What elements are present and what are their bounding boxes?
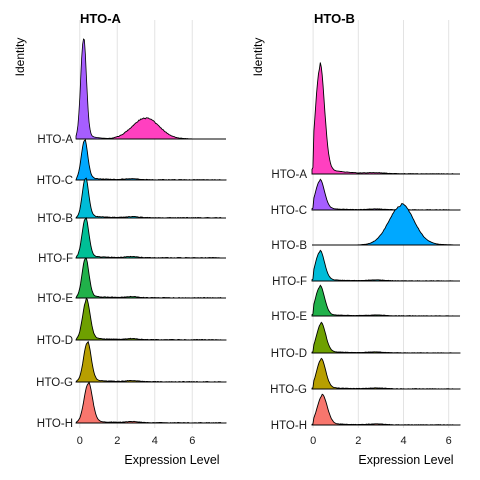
x-tick-label: 6 [446,435,452,447]
ridge-area-hto-d [311,321,461,354]
y-tick-label: HTO-B [271,240,307,252]
ridge-hto-c [311,178,461,211]
ridge-area-hto-h [75,381,227,424]
x-tick-label: 2 [114,435,120,447]
ridge-area-hto-d [75,297,227,341]
ridge-hto-c [75,139,227,181]
ridge-area-hto-g [311,357,461,390]
ridge-hto-e [311,284,461,317]
ridge-area-hto-e [75,257,227,299]
y-tick-label: HTO-E [37,293,73,305]
x-tick-label: 6 [189,435,195,447]
y-tick-label: HTO-F [272,276,307,288]
ridge-area-hto-c [75,139,227,181]
y-tick-label: HTO-A [271,169,307,181]
y-tick-label: HTO-H [271,420,307,432]
ridge-hto-a [311,62,460,175]
ridge-area-hto-g [75,340,227,383]
y-tick-label: HTO-A [37,134,73,146]
ridge-hto-b [312,203,460,246]
ridge-area-hto-f [75,216,226,259]
ridge-hto-g [311,357,461,390]
ridge-hto-h [311,393,461,426]
x-tick-label: 0 [310,435,316,447]
ridge-hto-f [311,249,460,282]
y-tick-label: HTO-D [271,348,307,360]
y-tick-label: HTO-H [37,418,73,430]
y-tick-label: HTO-F [38,253,73,265]
y-axis-title: Identity [251,38,265,77]
y-axis-title: Identity [13,38,27,77]
x-axis-title: Expression Level [358,453,453,467]
x-tick-label: 4 [152,435,158,447]
y-tick-label: HTO-D [37,335,73,347]
ridge-hto-d [75,297,227,341]
y-tick-label: HTO-C [271,205,307,217]
ridge-hto-b [75,177,226,219]
ridge-hto-g [75,340,227,383]
ridge-area-hto-e [311,284,461,317]
ridge-area-hto-f [311,249,460,282]
panel-title: HTO-A [80,11,122,26]
y-tick-label: HTO-G [36,377,73,389]
panel-title: HTO-B [314,11,355,26]
panel-hto-a: HTO-A HTO-C HTO-B HTO-F HTO-E HTO-D HTO-G HTO-H… [13,11,227,467]
ridge-area-hto-a [311,62,460,175]
y-tick-label: HTO-G [270,384,307,396]
x-tick-label: 2 [355,435,361,447]
y-tick-label: HTO-C [37,175,73,187]
ridge-area-hto-a [76,117,226,140]
ridge-hto-a [75,38,226,140]
ridge-hto-h [75,381,227,424]
ridge-hto-e [75,257,227,299]
panel-hto-b: HTO-A HTO-C HTO-B HTO-F HTO-E HTO-D HTO-G HTO-H… [251,11,461,467]
x-axis-title: Expression Level [124,453,219,467]
ridge-area-hto-b [75,177,226,219]
ridge-hto-f [75,216,226,259]
y-tick-label: HTO-E [271,311,307,323]
x-tick-label: 4 [400,435,406,447]
ridge-area-hto-h [311,393,461,426]
y-tick-label: HTO-B [37,213,73,225]
ridge-area-hto-c [311,178,461,211]
ridge-hto-d [311,321,461,354]
x-tick-label: 0 [77,435,83,447]
